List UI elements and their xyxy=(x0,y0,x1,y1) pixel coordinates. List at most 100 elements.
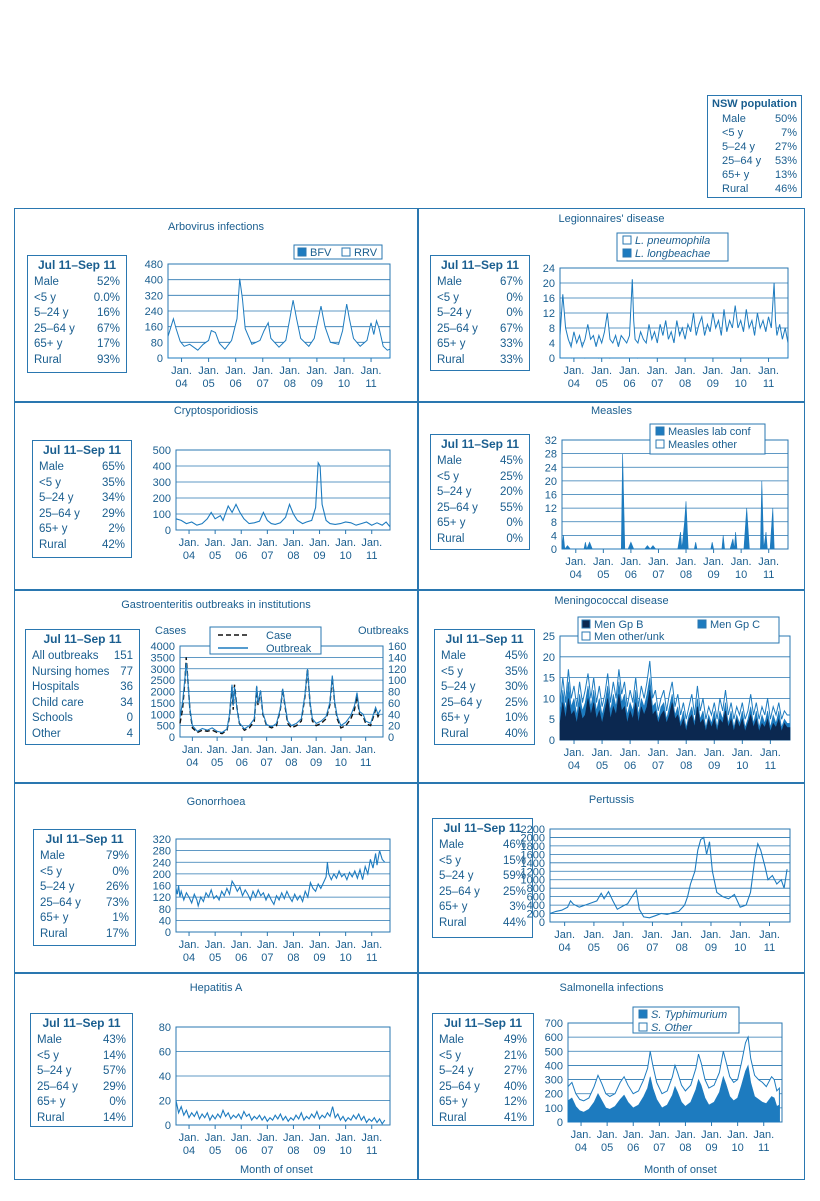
x-axis-caption-left: Month of onset xyxy=(240,1164,313,1176)
summary-value: 17% xyxy=(96,338,120,351)
summary-label: 65+ y xyxy=(40,912,69,925)
summary-value: 4 xyxy=(126,727,133,740)
chart-title: Pertussis xyxy=(588,794,635,806)
summary-label: 25–64 y xyxy=(40,896,81,909)
panel-salm: Salmonella infections xyxy=(418,973,805,1180)
panel-mening: Meningococcal disease xyxy=(418,590,805,783)
summary-value: 0 xyxy=(126,712,133,725)
summary-row: Male 49% xyxy=(439,1033,527,1049)
summary-label: 25–64 y xyxy=(439,1080,480,1093)
nsw-pop-row: Rural 46% xyxy=(722,183,797,195)
summary-value: 79% xyxy=(105,850,129,862)
summary-label: <5 y xyxy=(39,476,62,489)
summary-row: Rural 41% xyxy=(439,1111,527,1127)
summary-value: 67% xyxy=(499,322,523,335)
summary-value: 77 xyxy=(120,665,133,678)
nsw-pop-row: 5–24 y 27% xyxy=(722,141,797,153)
summary-row: 25–64 y 67% xyxy=(34,322,120,338)
summary-row: 65+ y 0% xyxy=(37,1095,126,1111)
summary-row: Hospitals 36 xyxy=(32,680,133,696)
summary-label: Rural xyxy=(40,927,68,940)
summary-value: 3% xyxy=(509,901,526,914)
summary-row: 5–24 y 57% xyxy=(37,1064,126,1080)
summary-label: 65+ y xyxy=(39,523,68,536)
summary-title: Jul 11–Sep 11 xyxy=(42,1016,121,1030)
chart-title: Arbovirus infections xyxy=(168,221,264,233)
panel-crypto: Cryptosporidiosis xyxy=(14,402,418,590)
summary-label: Rural xyxy=(439,916,467,929)
summary-row: Rural 0% xyxy=(437,532,523,548)
panel-hepa: Hepatitis A xyxy=(14,973,418,1180)
summary-label: <5 y xyxy=(437,470,460,483)
summary-value: 40% xyxy=(503,1080,527,1093)
summary-label: <5 y xyxy=(439,1049,462,1062)
summary-value: 14% xyxy=(102,1111,126,1124)
summary-value: 34 xyxy=(120,696,133,709)
summary-row: 5–24 y 0% xyxy=(437,306,523,322)
summary-box: Jul 11–Sep 11 Male 49% <5 y 21% 5–24 y 27% 25–6… xyxy=(432,1013,534,1126)
summary-value: 12% xyxy=(503,1096,527,1109)
summary-value: 30% xyxy=(504,681,528,694)
summary-value: 15% xyxy=(502,854,526,867)
summary-value: 1% xyxy=(112,912,129,925)
summary-value: 43% xyxy=(102,1034,126,1046)
summary-row: Schools 0 xyxy=(32,711,133,727)
summary-row: <5 y 0% xyxy=(40,865,129,881)
summary-value: 33% xyxy=(499,353,523,366)
summary-label: Male xyxy=(439,1034,464,1046)
summary-label: 65+ y xyxy=(34,338,63,351)
summary-value: 25% xyxy=(499,470,523,483)
summary-value: 73% xyxy=(105,896,129,909)
summary-row: Male 67% xyxy=(437,275,523,291)
summary-label: Male xyxy=(34,276,59,288)
summary-row: Rural 44% xyxy=(439,916,526,932)
summary-value: 0.0% xyxy=(93,291,120,304)
summary-label: 5–24 y xyxy=(439,1065,474,1078)
chart-title: Legionnaires' disease xyxy=(558,213,665,225)
summary-label: 5–24 y xyxy=(40,881,75,894)
nsw-pop-row: 65+ y 13% xyxy=(722,169,797,181)
summary-row: 5–24 y 59% xyxy=(439,869,526,885)
summary-row: Nursing homes 77 xyxy=(32,665,133,681)
panel-gastro: Gastroenteritis outbreaks in institution… xyxy=(14,590,418,783)
summary-row: <5 y 0% xyxy=(437,291,523,307)
summary-row: 25–64 y 25% xyxy=(441,696,528,712)
summary-title: Jul 11–Sep 11 xyxy=(440,437,520,451)
summary-value: 67% xyxy=(96,322,120,335)
summary-box: Jul 11–Sep 11 Male 46% <5 y 15% 5–24 y 59% 25–6… xyxy=(432,818,533,938)
summary-value: 52% xyxy=(96,276,120,288)
summary-label: <5 y xyxy=(34,291,57,304)
summary-label: Rural xyxy=(437,532,465,545)
summary-value: 93% xyxy=(96,353,120,366)
summary-row: Male 52% xyxy=(34,275,120,291)
summary-box: Jul 11–Sep 11 Male 67% <5 y 0% 5–24 y 0% 25–64 … xyxy=(430,255,530,371)
summary-row: 65+ y 1% xyxy=(40,911,129,927)
nsw-population-title: NSW population xyxy=(712,98,797,110)
x-axis-caption-right: Month of onset xyxy=(644,1164,717,1176)
summary-row: Male 45% xyxy=(441,649,528,665)
summary-label: Rural xyxy=(441,727,469,740)
summary-box: Jul 11–Sep 11 Male 43% <5 y 14% 5–24 y 57% 25–6… xyxy=(30,1013,133,1127)
summary-row: 65+ y 17% xyxy=(34,337,120,353)
chart-title: Measles xyxy=(591,405,632,417)
summary-label: <5 y xyxy=(40,865,63,878)
summary-value: 46% xyxy=(502,839,526,851)
panel-legion: Legionnaires' disease xyxy=(418,208,805,402)
summary-row: <5 y 0.0% xyxy=(34,291,120,307)
summary-value: 57% xyxy=(102,1065,126,1078)
summary-row: Male 43% xyxy=(37,1033,126,1049)
summary-row: 25–64 y 29% xyxy=(39,507,125,523)
summary-label: Rural xyxy=(439,1111,467,1124)
summary-label: 65+ y xyxy=(37,1096,66,1109)
summary-label: Hospitals xyxy=(32,681,80,694)
summary-label: <5 y xyxy=(441,665,464,678)
summary-row: 65+ y 12% xyxy=(439,1095,527,1111)
summary-value: 33% xyxy=(499,338,523,351)
summary-box: Jul 11–Sep 11 Male 79% <5 y 0% 5–24 y 26% 25–64… xyxy=(33,829,136,946)
summary-value: 55% xyxy=(499,501,523,514)
summary-row: All outbreaks 151 xyxy=(32,649,133,665)
summary-value: 0% xyxy=(506,532,523,545)
panel-gono: Gonorrhoea xyxy=(14,783,418,973)
summary-value: 40% xyxy=(504,727,528,740)
summary-row: 25–64 y 25% xyxy=(439,885,526,901)
